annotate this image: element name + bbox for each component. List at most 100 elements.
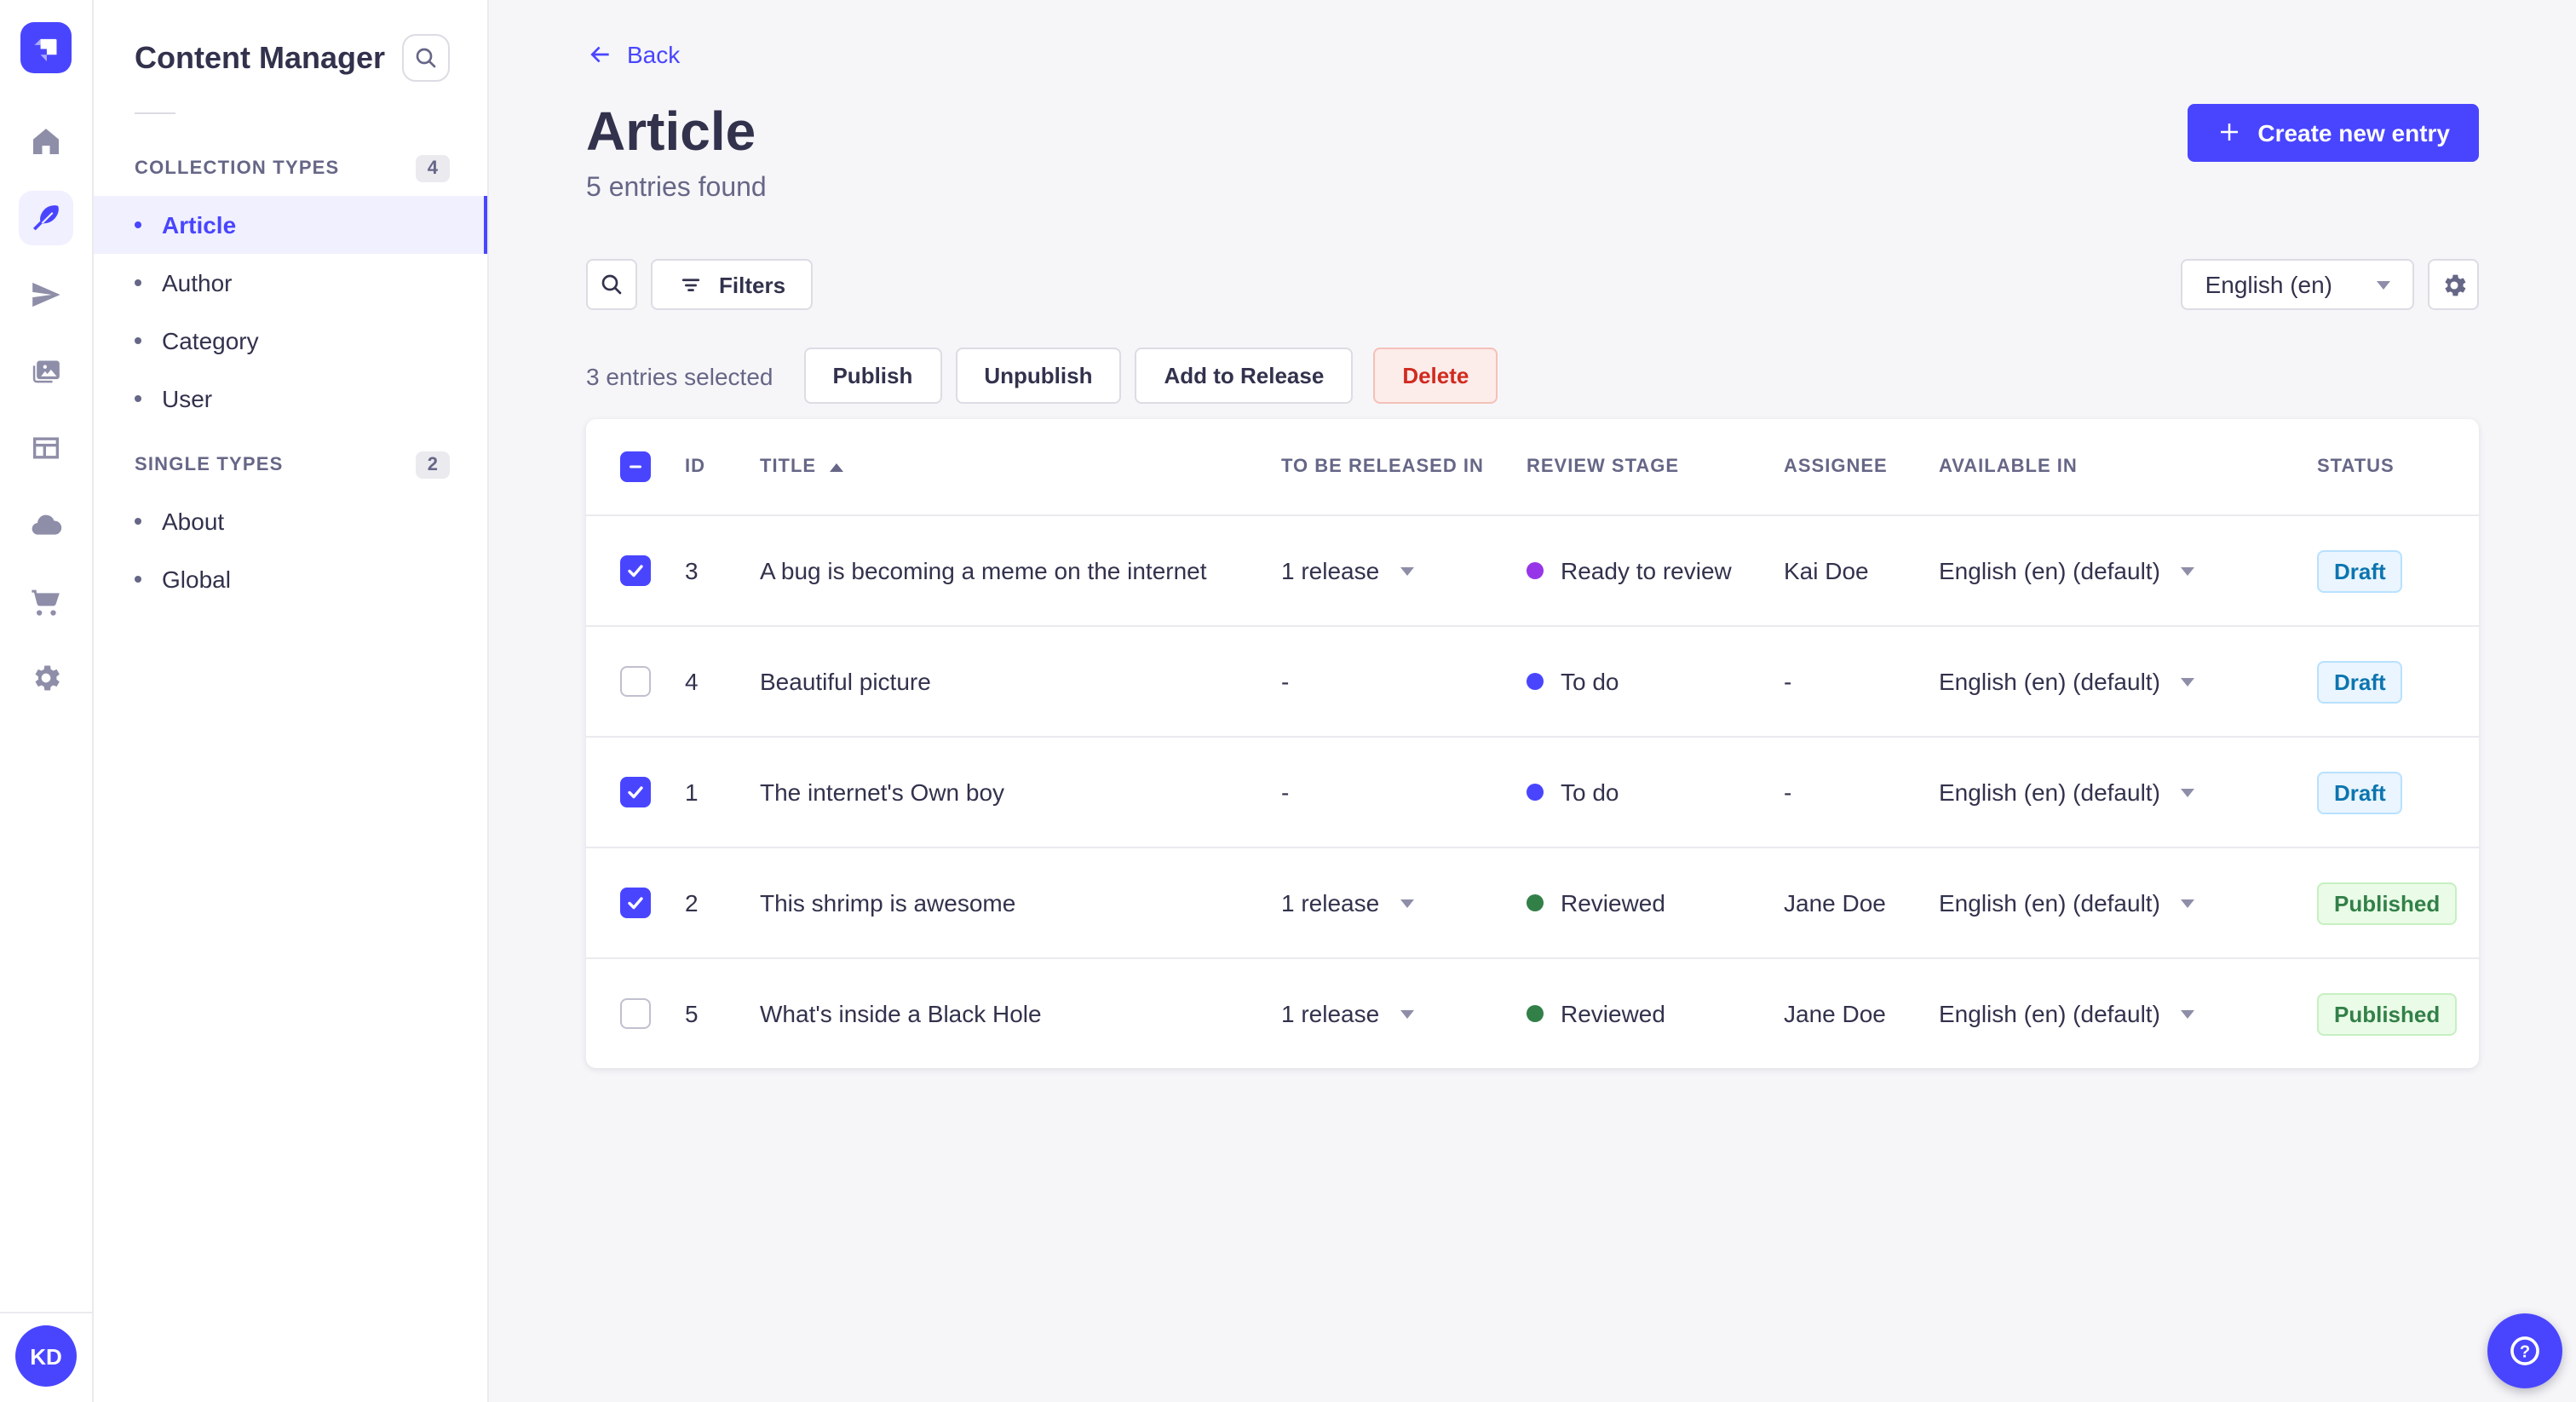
rail-button-cloud-icon[interactable] [19, 497, 73, 552]
entry-row[interactable]: 3 A bug is becoming a meme on the interne… [586, 514, 2479, 625]
grid-layout-icon [33, 437, 59, 459]
column-header-title-label: TITLE [760, 457, 817, 477]
row-checkbox[interactable] [620, 666, 651, 697]
to-be-released-cell: - [1281, 668, 1527, 695]
chevron-down-icon[interactable] [2180, 1009, 2194, 1018]
rail-button-paper-plane-icon[interactable] [19, 267, 73, 322]
chevron-down-icon[interactable] [1400, 566, 1414, 575]
sidebar-item-category[interactable]: Category [94, 312, 487, 370]
check-icon [628, 897, 643, 910]
release-count: 1 release [1281, 557, 1380, 584]
review-stage-cell: To do [1527, 668, 1784, 695]
entries-count: 5 entries found [586, 174, 767, 203]
back-link[interactable]: Back [586, 41, 680, 68]
entry-id-cell: 1 [685, 779, 699, 806]
bullet-icon [135, 395, 141, 402]
column-header-to-be-released-in[interactable]: TO BE RELEASED IN [1281, 457, 1484, 477]
sidebar-item-about[interactable]: About [94, 492, 487, 550]
chevron-down-icon[interactable] [2180, 677, 2194, 686]
column-header-assignee[interactable]: ASSIGNEE [1784, 457, 1888, 477]
sidebar-section: SINGLE TYPES 2 About Global [94, 438, 487, 608]
rail-button-cart-icon[interactable] [19, 574, 73, 629]
rail-button-grid-layout-icon[interactable] [19, 421, 73, 475]
page-title: Article [586, 101, 756, 162]
entry-title-cell: This shrimp is awesome [760, 889, 1016, 916]
row-checkbox[interactable] [620, 777, 651, 807]
rail-button-home-icon[interactable] [19, 114, 73, 169]
publish-button[interactable]: Publish [803, 348, 942, 404]
status-cell: Draft [2317, 660, 2479, 703]
avatar[interactable]: KD [15, 1325, 77, 1387]
row-checkbox[interactable] [620, 555, 651, 586]
assignee-cell: Jane Doe [1784, 1000, 1886, 1027]
filters-button[interactable]: Filters [651, 259, 814, 310]
column-header-title[interactable]: TITLE [760, 457, 1281, 477]
entry-id-cell: 4 [685, 668, 699, 695]
to-be-released-cell: 1 release [1281, 557, 1527, 584]
rail-button-gear-icon[interactable] [19, 651, 73, 705]
chevron-down-icon[interactable] [2180, 899, 2194, 907]
select-all-checkbox[interactable] [620, 451, 651, 482]
sidebar-search-button[interactable] [402, 34, 450, 82]
chevron-down-icon[interactable] [1400, 899, 1414, 907]
filter-icon [681, 278, 700, 290]
chevron-down-icon[interactable] [2180, 566, 2194, 575]
table-search-button[interactable] [586, 259, 637, 310]
available-locale: English (en) (default) [1939, 557, 2160, 584]
help-icon: ? [2510, 1336, 2539, 1365]
review-stage-label: Reviewed [1561, 1000, 1665, 1027]
available-locale: English (en) (default) [1939, 668, 2160, 695]
row-checkbox[interactable] [620, 998, 651, 1029]
entry-title-cell: A bug is becoming a meme on the internet [760, 557, 1207, 584]
sidebar-section: COLLECTION TYPES 4 Article Author Category Us… [94, 141, 487, 428]
entry-id-cell: 2 [685, 889, 699, 916]
column-header-available-in[interactable]: AVAILABLE IN [1939, 457, 2078, 477]
locale-value: English (en) [2205, 271, 2332, 298]
sidebar-item-global[interactable]: Global [94, 550, 487, 608]
sidebar-divider [135, 112, 175, 114]
column-header-review-stage[interactable]: REVIEW STAGE [1527, 457, 1680, 477]
sidebar-item-article[interactable]: Article [94, 196, 487, 254]
entries-table: ID TITLE TO BE RELEASED IN REVIEW STAGE … [586, 419, 2479, 1068]
sidebar-item-user[interactable]: User [94, 370, 487, 428]
release-count: 1 release [1281, 889, 1380, 916]
sidebar-sections: COLLECTION TYPES 4 Article Author Category Us… [94, 131, 487, 608]
delete-button[interactable]: Delete [1373, 348, 1498, 404]
review-stage-dot [1527, 784, 1544, 801]
rail-bottom: KD [0, 1312, 92, 1402]
row-checkbox[interactable] [620, 888, 651, 918]
column-header-status[interactable]: STATUS [2317, 457, 2395, 477]
filters-label: Filters [719, 272, 786, 297]
create-new-entry-button[interactable]: Create new entry [2188, 103, 2479, 161]
available-in-cell: English (en) (default) [1939, 557, 2317, 584]
strapi-logo[interactable] [20, 22, 72, 73]
bullet-icon [135, 337, 141, 344]
review-stage-cell: Reviewed [1527, 1000, 1784, 1027]
chevron-down-icon [2377, 280, 2390, 289]
entry-row[interactable]: 5 What's inside a Black Hole 1 release Revi… [586, 957, 2479, 1068]
rail-button-media-library-icon[interactable] [19, 344, 73, 399]
add-to-release-button[interactable]: Add to Release [1135, 348, 1354, 404]
column-header-id[interactable]: ID [685, 457, 705, 477]
back-label: Back [627, 41, 681, 68]
main-content: Back Article Create new entry 5 entries … [489, 0, 2576, 1402]
entry-row[interactable]: 4 Beautiful picture - To do - English (en) (d… [586, 625, 2479, 736]
entry-row[interactable]: 1 The internet's Own boy - To do - English (e… [586, 736, 2479, 847]
svg-text:?: ? [2520, 1342, 2530, 1361]
sidebar-item-label: About [162, 508, 225, 535]
to-be-released-cell: 1 release [1281, 889, 1527, 916]
unpublish-button[interactable]: Unpublish [955, 348, 1122, 404]
entry-row[interactable]: 2 This shrimp is awesome 1 release Reviewed… [586, 847, 2479, 957]
view-settings-button[interactable] [2428, 259, 2479, 310]
help-button[interactable]: ? [2487, 1313, 2562, 1388]
bullet-icon [135, 221, 141, 228]
sidebar-item-author[interactable]: Author [94, 254, 487, 312]
chevron-down-icon[interactable] [1400, 1009, 1414, 1018]
review-stage-cell: To do [1527, 779, 1784, 806]
paper-plane-icon [32, 282, 60, 307]
chevron-down-icon[interactable] [2180, 788, 2194, 796]
check-icon [628, 565, 643, 577]
locale-select[interactable]: English (en) [2181, 259, 2414, 310]
release-count: - [1281, 668, 1290, 695]
rail-button-feather-icon[interactable] [19, 191, 73, 245]
